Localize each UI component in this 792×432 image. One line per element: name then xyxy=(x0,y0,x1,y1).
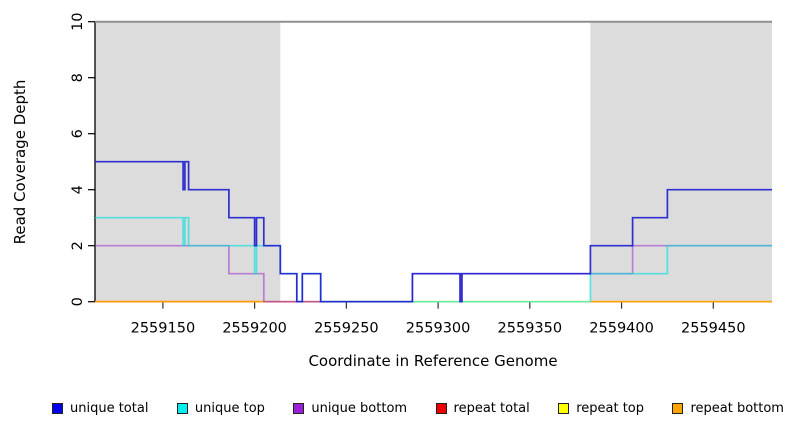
y-tick-label: 0 xyxy=(70,297,86,306)
legend-label: repeat bottom xyxy=(690,400,784,416)
legend-swatch-icon xyxy=(293,402,305,414)
legend-label: unique total xyxy=(70,400,149,416)
legend-swatch-icon xyxy=(558,402,570,414)
x-tick-label: 2559150 xyxy=(131,321,196,337)
axes-layer: 0 2 4 6 8 10 2559150 2559200 2559250 2559300 25593… xyxy=(70,12,746,336)
legend-swatch-icon xyxy=(435,402,447,414)
legend: unique total unique top unique bottom repea… xyxy=(52,399,784,417)
legend-label: repeat total xyxy=(453,400,530,416)
legend-label: unique top xyxy=(194,400,265,416)
x-tick-label: 2559350 xyxy=(498,321,563,337)
x-axis-title: Coordinate in Reference Genome xyxy=(308,352,557,370)
legend-swatch-icon xyxy=(672,402,684,414)
legend-swatch-icon xyxy=(52,402,63,414)
legend-item-repeat-top: repeat top xyxy=(558,401,644,416)
x-tick-label: 2559400 xyxy=(589,321,654,337)
legend-item-unique-top: unique top xyxy=(176,400,265,416)
legend-item-unique-bottom: unique bottom xyxy=(293,401,407,416)
legend-label: repeat top xyxy=(576,400,644,416)
legend-item-repeat-total: repeat total xyxy=(435,400,530,416)
x-tick-label: 2559300 xyxy=(406,321,471,337)
y-tick-label: 6 xyxy=(70,129,86,138)
legend-item-repeat-bottom: repeat bottom xyxy=(672,401,784,416)
repeat-regions-layer xyxy=(95,21,772,302)
right-repeat-region xyxy=(590,21,772,302)
legend-label: unique bottom xyxy=(311,400,408,416)
x-tick-label: 2559450 xyxy=(681,321,746,337)
y-tick-label: 8 xyxy=(70,73,86,82)
x-tick-label: 2559200 xyxy=(222,321,287,337)
x-tick-label: 2559250 xyxy=(314,321,379,337)
series-unique-total xyxy=(95,160,772,303)
y-tick-label: 10 xyxy=(70,12,86,30)
y-axis-title: Read Coverage Depth xyxy=(11,80,29,245)
legend-item-unique-total: unique total xyxy=(52,401,148,416)
legend-swatch-icon xyxy=(176,402,188,414)
y-tick-label: 2 xyxy=(70,241,86,250)
series-layer xyxy=(95,20,772,303)
y-tick-label: 4 xyxy=(70,185,86,194)
